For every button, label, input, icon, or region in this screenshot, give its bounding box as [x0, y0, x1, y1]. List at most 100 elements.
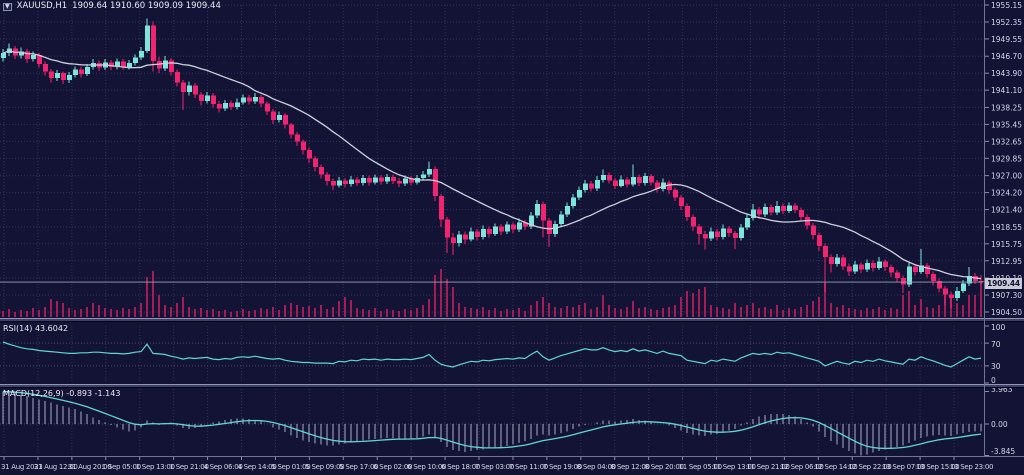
candle-body [631, 176, 636, 185]
candle-body [685, 205, 690, 217]
volume-bar [68, 308, 70, 317]
time-axis-label: 7 Sep 11:00 [509, 463, 548, 471]
candle-body [607, 175, 612, 181]
candle-body [523, 222, 528, 227]
volume-bar [590, 309, 592, 317]
candle-body [199, 94, 204, 102]
price-axis-label: 1907.30 [991, 291, 1022, 300]
candle-body [697, 226, 702, 234]
price-axis-label: 1935.45 [991, 120, 1022, 129]
volume-bar [50, 299, 52, 317]
volume-bar [470, 308, 472, 317]
rsi-axis-label: 100 [991, 323, 1006, 332]
time-axis-label: 5 Sep 09:00 [305, 463, 344, 471]
candle-body [895, 272, 900, 279]
volume-bar [824, 283, 826, 317]
volume-bar [518, 308, 520, 317]
candle-body [43, 64, 48, 72]
candle-body [1, 53, 6, 59]
time-axis-label: 13 Sep 23:00 [950, 463, 993, 471]
volume-bar [650, 309, 652, 317]
volume-bar [356, 308, 358, 317]
candle-body [913, 266, 918, 272]
candle-body [673, 190, 678, 198]
candle-body [967, 276, 972, 284]
volume-bar [608, 305, 610, 317]
candle-body [79, 69, 84, 74]
candle-body [745, 218, 750, 228]
candle-body [799, 210, 804, 217]
candle-body [259, 96, 264, 104]
candle-body [979, 280, 984, 283]
candle-body [121, 61, 126, 68]
time-axis-divider [0, 456, 1024, 457]
volume-bar [818, 297, 820, 317]
volume-bar [452, 287, 454, 317]
panel-separator-main-rsi[interactable] [0, 318, 1024, 322]
volume-bar [968, 295, 970, 317]
volume-bar [206, 310, 208, 317]
volume-bar [134, 307, 136, 317]
volume-bar [734, 303, 736, 317]
volume-bar [98, 305, 100, 317]
volume-bar [542, 297, 544, 317]
candle-body [535, 204, 540, 216]
price-axis-label: 1918.55 [991, 223, 1022, 232]
volume-bar [776, 305, 778, 317]
candle-body [169, 60, 174, 72]
candle-body [691, 216, 696, 227]
candle-body [787, 205, 792, 211]
volume-bar [554, 307, 556, 317]
candle-body [643, 176, 648, 183]
candle-body [115, 61, 120, 68]
candle-body [205, 95, 210, 102]
candle-body [817, 235, 822, 246]
candle-body [463, 234, 468, 240]
candle-body [307, 150, 312, 159]
candle-body [775, 205, 780, 213]
candle-body [889, 267, 894, 273]
volume-bar [668, 307, 670, 317]
candle-body [379, 177, 384, 182]
candle-body [925, 265, 930, 274]
candle-body [883, 261, 888, 268]
candle-body [349, 179, 354, 185]
volume-bar [644, 307, 646, 317]
candle-body [583, 183, 588, 191]
volume-bar [674, 305, 676, 317]
volume-bar [2, 311, 4, 317]
volume-bar [26, 311, 28, 317]
price-axis-label: 1915.75 [991, 240, 1022, 249]
candle-body [601, 175, 606, 180]
candle-body [427, 168, 432, 175]
volume-bar [848, 308, 850, 317]
volume-bar [614, 308, 616, 317]
volume-bar [620, 309, 622, 317]
candle-body [277, 115, 282, 120]
candle-body [517, 222, 522, 230]
candle-body [133, 57, 138, 63]
price-axis-label: 1921.40 [991, 206, 1022, 215]
price-axis-label: 1929.85 [991, 154, 1022, 163]
candle-body [823, 245, 828, 257]
volume-bar [788, 308, 790, 317]
candle-body [835, 257, 840, 265]
price-axis-label: 1943.90 [991, 69, 1022, 78]
volume-bar [830, 303, 832, 317]
candle-body [637, 176, 642, 183]
candle-body [877, 261, 882, 268]
volume-bar [860, 310, 862, 317]
volume-bar [350, 300, 352, 317]
candle-body [385, 176, 390, 182]
candle-body [67, 75, 72, 80]
panel-separator-rsi-macd[interactable] [0, 384, 1024, 388]
symbol-dropdown-icon[interactable]: ▼ [3, 2, 12, 11]
candle-body [193, 85, 198, 95]
volume-bar [728, 309, 730, 317]
volume-bar [536, 301, 538, 317]
time-axis-label: 6 Sep 10:00 [407, 463, 446, 471]
candle-body [355, 179, 360, 183]
candle-body [577, 190, 582, 198]
volume-bar [446, 279, 448, 317]
